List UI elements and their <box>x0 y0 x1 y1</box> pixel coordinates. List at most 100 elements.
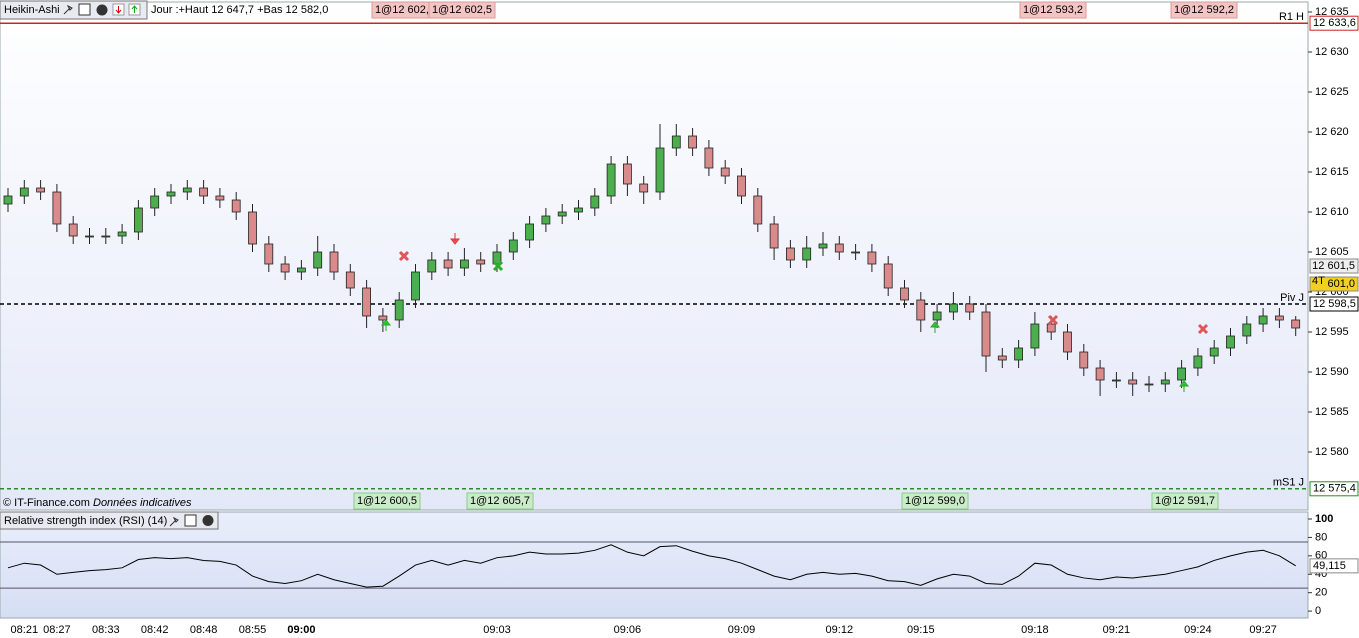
candle-body <box>411 271 420 301</box>
candle-body <box>834 243 844 253</box>
candle-body <box>459 259 469 269</box>
candle-body <box>639 183 649 193</box>
x-tick-label: 09:18 <box>1021 624 1049 636</box>
candle-body <box>1226 335 1235 349</box>
level-name: R1 H <box>1279 11 1304 23</box>
candle-body <box>427 259 437 273</box>
y-tick-label: 12 595 <box>1315 326 1349 338</box>
price-tag <box>1309 276 1359 292</box>
candle-body <box>133 207 143 233</box>
rsi-panel <box>0 511 1309 619</box>
level-tag <box>1309 15 1359 31</box>
candle-body <box>557 211 567 217</box>
x-tick-label: 08:33 <box>92 624 120 636</box>
candle-body <box>753 195 763 225</box>
candle-body <box>786 247 795 261</box>
exit-signal <box>1197 323 1209 335</box>
value-tag <box>1309 558 1359 574</box>
level-label: 12 598,5 <box>1313 298 1356 310</box>
window-icon[interactable] <box>184 514 197 527</box>
candle-body <box>248 211 257 245</box>
order-tag <box>901 492 969 510</box>
y-tick-label: 12 585 <box>1315 406 1349 418</box>
candle-body <box>199 187 209 197</box>
y-tick-label: 100 <box>1315 513 1333 525</box>
order-tag <box>353 492 421 510</box>
candle-body <box>1160 379 1170 385</box>
x-tick-label: 09:21 <box>1103 624 1131 636</box>
x-tick-label: 09:12 <box>826 624 854 636</box>
exit-signal <box>1047 314 1059 326</box>
price-panel <box>0 1 1309 511</box>
candle-body <box>802 247 812 261</box>
candle-body <box>182 187 192 193</box>
candle-body <box>1177 367 1186 381</box>
toolbar <box>0 0 148 20</box>
settings-icon[interactable] <box>63 4 73 15</box>
candle-body <box>655 147 665 193</box>
rsi-icons[interactable] <box>169 514 214 527</box>
note: Données indicatives <box>93 497 192 509</box>
candle-body <box>916 299 926 321</box>
candle-body <box>394 299 404 321</box>
x-tick-label: 09:24 <box>1184 624 1212 636</box>
y-tick-label: 12 610 <box>1315 206 1349 218</box>
candle-body <box>296 267 306 273</box>
info: Jour :+Haut 12 647,7 +Bas 12 582,0 <box>151 4 328 16</box>
order-label: 1@12 599,0 <box>905 495 965 507</box>
sell-signal <box>449 233 461 245</box>
price-tag-label: 12 601,5 <box>1312 260 1355 272</box>
order-label: 1@12 602,5 <box>432 4 492 16</box>
toolbar-icons[interactable] <box>63 3 141 16</box>
y-tick-label: 12 590 <box>1315 366 1349 378</box>
level-tag <box>1309 296 1359 312</box>
exit-signal <box>398 250 410 262</box>
order-label: 1@12 605,7 <box>470 495 530 507</box>
candle-body <box>362 287 372 317</box>
price-tag <box>1309 258 1359 274</box>
buy-arrow <box>131 5 138 13</box>
y-tick-label: 12 620 <box>1315 126 1349 138</box>
rsi-line <box>7 544 1296 588</box>
candle-body <box>117 231 127 237</box>
candle-body <box>965 303 975 313</box>
candle-body <box>52 191 62 225</box>
order-label: 1@12 592,2 <box>1174 4 1234 16</box>
x-tick-label: 09:09 <box>728 624 756 636</box>
exit-signal <box>492 260 504 272</box>
order-tag <box>466 492 534 510</box>
settings-icon[interactable] <box>169 516 179 527</box>
level-tag <box>1309 481 1359 497</box>
candle-body <box>443 259 453 269</box>
candle-body <box>981 311 991 357</box>
candle-body <box>1275 315 1284 321</box>
window-icon[interactable] <box>78 3 91 16</box>
candle-body <box>476 259 486 265</box>
order-label: 1@12 591,7 <box>1155 495 1215 507</box>
x-tick-label: 09:27 <box>1249 624 1277 636</box>
price-tag-label: 601,0 <box>1327 278 1355 290</box>
candle-body <box>1193 355 1203 369</box>
level-name: mS1 J <box>1273 477 1304 489</box>
level-label: 12 633,6 <box>1313 17 1356 29</box>
candle-body <box>1046 323 1056 333</box>
candle-body <box>671 135 681 149</box>
close-icon[interactable] <box>202 515 214 526</box>
candle-body <box>1112 379 1121 382</box>
candle-body <box>867 251 877 265</box>
candle-body <box>688 135 697 149</box>
candle-body <box>3 195 13 205</box>
x-tick-label: 08:27 <box>43 624 71 636</box>
buy-signal <box>1178 380 1190 392</box>
price-tag-prefix: 4T <box>1312 275 1325 287</box>
y-tick-label: 12 635 <box>1315 6 1349 18</box>
x-tick-label: 08:48 <box>190 624 218 636</box>
level-label: 12 575,4 <box>1313 483 1356 495</box>
x-tick-label: 09:03 <box>483 624 511 636</box>
candle-body <box>1258 315 1268 325</box>
sell-arrow <box>115 6 122 14</box>
candle-body <box>720 167 730 177</box>
close-icon[interactable] <box>96 4 108 16</box>
y-tick-label: 0 <box>1315 605 1321 617</box>
